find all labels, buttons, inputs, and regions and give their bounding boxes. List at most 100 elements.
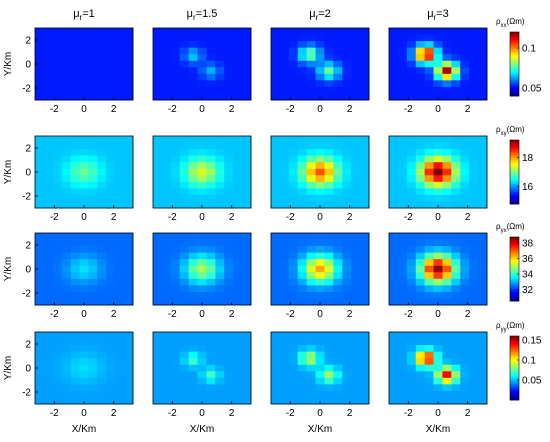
heatmap-cell	[233, 155, 243, 163]
heatmap-cell	[469, 332, 479, 339]
heatmap-cell	[188, 338, 198, 346]
heatmap-cell	[406, 285, 417, 293]
heatmap-cell	[233, 272, 243, 280]
colorbar-step	[510, 54, 519, 57]
heatmap-cell	[324, 181, 334, 189]
heatmap-cell	[478, 168, 488, 176]
heatmap-cell	[442, 246, 452, 254]
heatmap-cell	[161, 233, 172, 240]
heatmap-cell	[460, 265, 470, 273]
heatmap-cell	[397, 28, 408, 35]
heatmap-panel	[153, 233, 252, 306]
heatmap-cell	[35, 265, 45, 273]
heatmap-cell	[433, 384, 443, 392]
x-tick-label: -2	[50, 104, 59, 115]
heatmap-cell	[433, 298, 443, 306]
heatmap-cell	[115, 351, 125, 359]
heatmap-cell	[70, 41, 80, 49]
heatmap-cell	[224, 201, 234, 209]
heatmap-cell	[324, 358, 334, 366]
heatmap-cell	[124, 377, 134, 385]
heatmap-cell	[389, 54, 399, 62]
heatmap-cell	[242, 155, 252, 163]
heatmap-cell	[79, 265, 89, 273]
heatmap-cell	[397, 60, 408, 68]
heatmap-cell	[43, 181, 54, 189]
heatmap-cell	[35, 239, 45, 247]
y-axis-label: Y/Km	[3, 160, 14, 184]
heatmap-cell	[197, 54, 207, 62]
heatmap-cell	[469, 285, 479, 293]
heatmap-cell	[360, 233, 370, 240]
x-tick-label: 2	[347, 408, 353, 419]
x-tick-label: -2	[286, 212, 295, 223]
heatmap-cell	[215, 194, 225, 202]
heatmap-cell	[52, 67, 63, 75]
colorbar-step	[510, 370, 519, 373]
heatmap-cell	[406, 67, 417, 75]
heatmap-cell	[106, 80, 116, 88]
colorbar-step	[510, 237, 519, 239]
heatmap-cell	[351, 364, 361, 372]
heatmap-cell	[106, 239, 116, 247]
heatmap-cell	[52, 28, 63, 35]
heatmap-cell	[35, 54, 45, 62]
heatmap-cell	[35, 80, 45, 88]
heatmap-cell	[170, 194, 181, 202]
heatmap-cell	[153, 73, 163, 81]
heatmap-cell	[170, 73, 181, 81]
heatmap-cell	[415, 358, 426, 366]
x-tick-label: 2	[465, 309, 471, 320]
heatmap-cell	[442, 397, 452, 405]
heatmap-cell	[206, 246, 216, 254]
heatmap-cell	[233, 291, 243, 299]
y-axis-label: Y/Km	[3, 356, 14, 380]
heatmap-cell	[197, 259, 207, 267]
heatmap-cell	[35, 142, 45, 150]
colorbar-step	[510, 263, 519, 266]
heatmap-cell	[424, 285, 434, 293]
heatmap-cell	[451, 201, 461, 209]
y-tick-label: 2	[25, 144, 31, 155]
heatmap-cell	[424, 384, 434, 392]
heatmap-cell	[469, 28, 479, 35]
heatmap-cell	[406, 47, 417, 55]
heatmap-cell	[197, 345, 207, 353]
heatmap-cell	[188, 28, 198, 35]
heatmap-cell	[442, 332, 452, 339]
heatmap-cell	[35, 188, 45, 196]
colorbar-step	[510, 90, 519, 93]
heatmap-cell	[333, 358, 343, 366]
heatmap-cell	[333, 397, 343, 405]
heatmap-cell	[153, 54, 163, 62]
heatmap-panel	[389, 28, 488, 101]
heatmap-cell	[206, 194, 216, 202]
heatmap-cell	[206, 47, 216, 55]
colorbar-step	[510, 398, 519, 401]
heatmap-cell	[333, 332, 343, 339]
heatmap-cell	[279, 397, 290, 405]
heatmap-cell	[88, 67, 98, 75]
x-tick-label: 0	[199, 212, 205, 223]
heatmap-cell	[97, 201, 107, 209]
heatmap-cell	[397, 47, 408, 55]
heatmap-cell	[215, 338, 225, 346]
colorbar-step	[510, 161, 519, 164]
heatmap-cell	[442, 142, 452, 150]
colorbar-step	[510, 297, 519, 299]
heatmap-cell	[442, 93, 452, 101]
heatmap-cell	[389, 34, 399, 42]
heatmap-cell	[271, 246, 281, 254]
heatmap-cell	[224, 233, 234, 240]
heatmap-cell	[360, 285, 370, 293]
heatmap-cell	[224, 345, 234, 353]
heatmap-cell	[153, 188, 163, 196]
heatmap-cell	[188, 285, 198, 293]
heatmap-cell	[52, 93, 63, 101]
heatmap-cell	[451, 142, 461, 150]
heatmap-cell	[161, 34, 172, 42]
heatmap-cell	[389, 358, 399, 366]
heatmap-cell	[233, 194, 243, 202]
heatmap-cell	[206, 34, 216, 42]
heatmap-cell	[242, 86, 252, 94]
